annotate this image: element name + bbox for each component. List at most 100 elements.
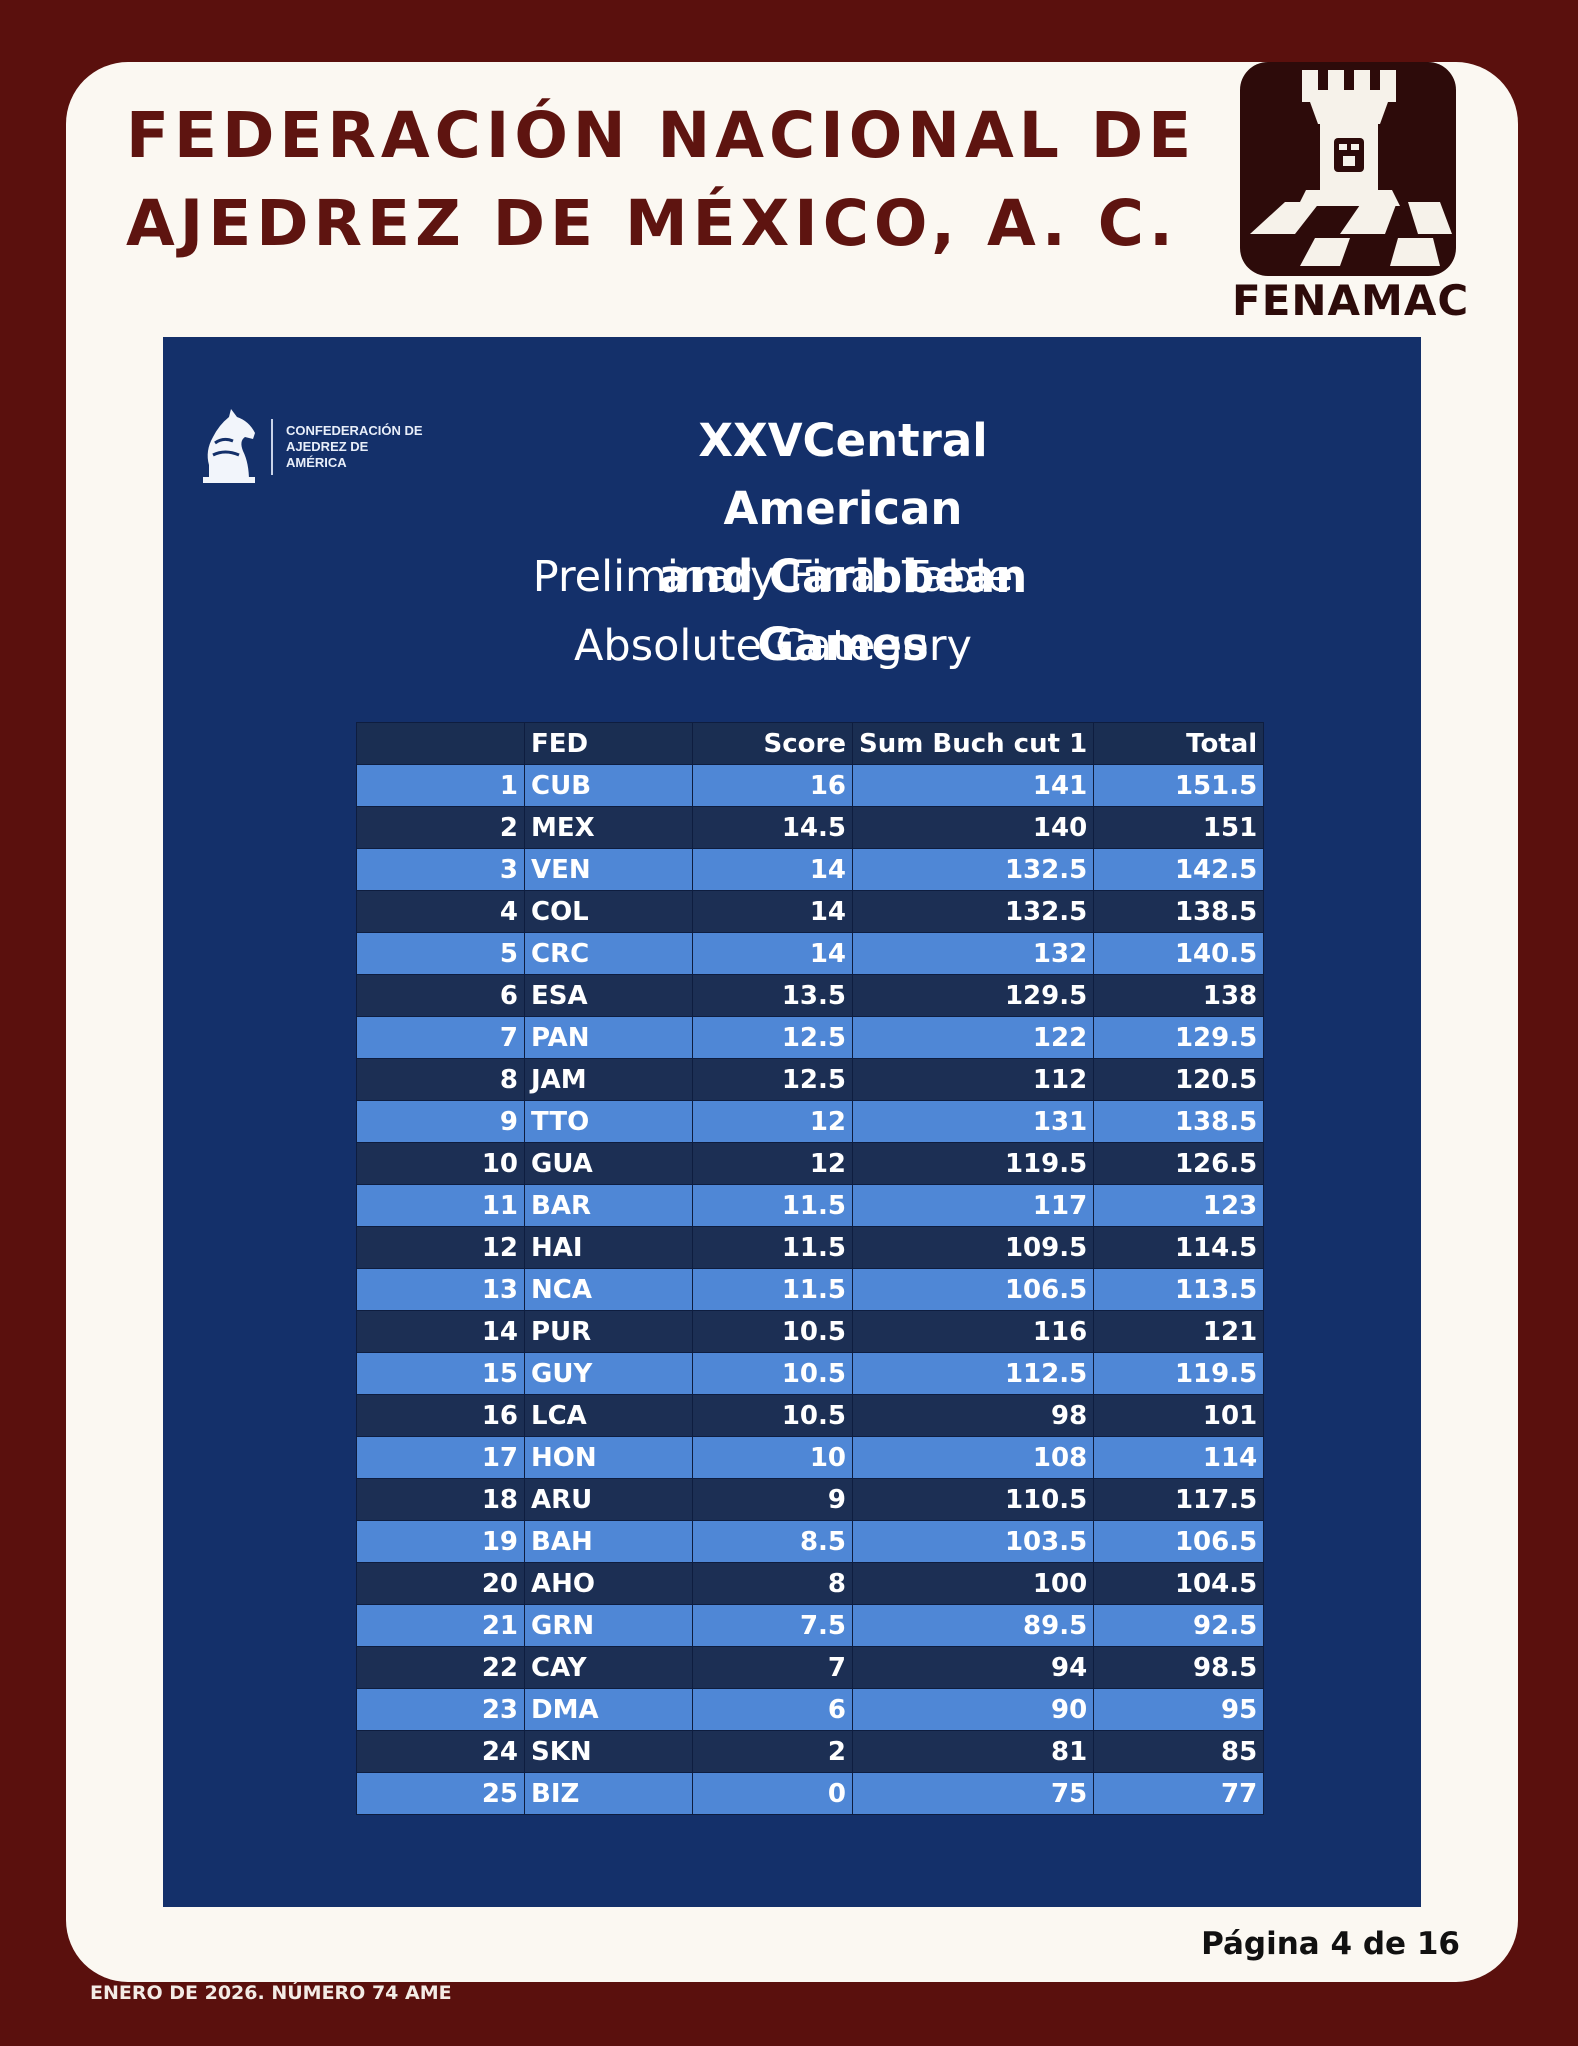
cell-total: 138.5: [1093, 890, 1265, 933]
organization-title-line2: AJEDREZ DE MÉXICO, A. C.: [126, 187, 1178, 260]
cell-fed: TTO: [524, 1100, 693, 1143]
table-row: 9 TTO 12 131 138.5: [356, 1100, 1265, 1143]
cell-rank: 17: [356, 1436, 525, 1479]
table-row: 3 VEN 14 132.5 142.5: [356, 848, 1265, 891]
cell-fed: COL: [524, 890, 693, 933]
cell-buchholz: 75: [851, 1772, 1095, 1815]
issue-footer: ENERO DE 2026. NÚMERO 74 AME: [90, 1982, 452, 2004]
confederation-name: CONFEDERACIÓN DE AJEDREZ DE AMÉRICA: [286, 423, 423, 470]
event-title-line1: XXVCentral American: [698, 414, 988, 535]
cell-buchholz: 132: [851, 932, 1095, 975]
table-row: 21 GRN 7.5 89.5 92.5: [356, 1604, 1265, 1647]
cell-total: 151.5: [1093, 764, 1265, 807]
cell-score: 2: [692, 1730, 853, 1773]
table-row: 17 HON 10 108 114: [356, 1436, 1265, 1479]
cell-fed: HON: [524, 1436, 693, 1479]
cell-fed: AHO: [524, 1562, 693, 1605]
cell-total: 114.5: [1093, 1226, 1265, 1269]
cell-buchholz: 129.5: [851, 974, 1095, 1017]
cell-score: 14: [692, 932, 853, 975]
header-buchholz: Sum Buch cut 1: [851, 722, 1095, 765]
cell-score: 13.5: [692, 974, 853, 1017]
page-number: Página 4 de 16: [1201, 1926, 1460, 1962]
cell-rank: 5: [356, 932, 525, 975]
cell-buchholz: 100: [851, 1562, 1095, 1605]
cell-buchholz: 81: [851, 1730, 1095, 1773]
event-title: XXVCentral American and Caribbean Games: [583, 407, 1103, 679]
cell-total: 101: [1093, 1394, 1265, 1437]
cell-total: 138: [1093, 974, 1265, 1017]
cell-fed: GUY: [524, 1352, 693, 1395]
cell-total: 95: [1093, 1688, 1265, 1731]
cell-score: 7.5: [692, 1604, 853, 1647]
cell-rank: 4: [356, 890, 525, 933]
table-row: 24 SKN 2 81 85: [356, 1730, 1265, 1773]
organization-title-line1: FEDERACIÓN NACIONAL DE: [126, 99, 1197, 172]
cell-rank: 24: [356, 1730, 525, 1773]
cell-rank: 25: [356, 1772, 525, 1815]
table-row: 2 MEX 14.5 140 151: [356, 806, 1265, 849]
cell-score: 16: [692, 764, 853, 807]
table-row: 6 ESA 13.5 129.5 138: [356, 974, 1265, 1017]
cell-fed: VEN: [524, 848, 693, 891]
cell-score: 14: [692, 848, 853, 891]
table-row: 8 JAM 12.5 112 120.5: [356, 1058, 1265, 1101]
cell-total: 117.5: [1093, 1478, 1265, 1521]
table-row: 18 ARU 9 110.5 117.5: [356, 1478, 1265, 1521]
cell-fed: ARU: [524, 1478, 693, 1521]
table-row: 15 GUY 10.5 112.5 119.5: [356, 1352, 1265, 1395]
cell-buchholz: 112.5: [851, 1352, 1095, 1395]
table-row: 14 PUR 10.5 116 121: [356, 1310, 1265, 1353]
cell-score: 10: [692, 1436, 853, 1479]
cell-rank: 19: [356, 1520, 525, 1563]
cell-fed: GRN: [524, 1604, 693, 1647]
cell-total: 106.5: [1093, 1520, 1265, 1563]
cell-rank: 9: [356, 1100, 525, 1143]
cell-buchholz: 132.5: [851, 848, 1095, 891]
event-subtitle-line1: Preliminary Final Table: [532, 552, 1014, 602]
cell-total: 113.5: [1093, 1268, 1265, 1311]
cell-total: 151: [1093, 806, 1265, 849]
confederation-divider: [271, 419, 273, 475]
cell-score: 12.5: [692, 1016, 853, 1059]
table-row: 16 LCA 10.5 98 101: [356, 1394, 1265, 1437]
cell-rank: 8: [356, 1058, 525, 1101]
cell-total: 119.5: [1093, 1352, 1265, 1395]
cell-total: 129.5: [1093, 1016, 1265, 1059]
cell-total: 142.5: [1093, 848, 1265, 891]
cell-fed: SKN: [524, 1730, 693, 1773]
standings-body: 1 CUB 16 141 151.5 2 MEX 14.5 140 151 3 VEN 14 132.5 1…: [356, 764, 1265, 1815]
cell-buchholz: 108: [851, 1436, 1095, 1479]
cell-total: 92.5: [1093, 1604, 1265, 1647]
table-row: 13 NCA 11.5 106.5 113.5: [356, 1268, 1265, 1311]
table-row: 10 GUA 12 119.5 126.5: [356, 1142, 1265, 1185]
header-rank: [356, 722, 525, 765]
cell-buchholz: 122: [851, 1016, 1095, 1059]
cell-fed: CAY: [524, 1646, 693, 1689]
cell-rank: 22: [356, 1646, 525, 1689]
cell-total: 123: [1093, 1184, 1265, 1227]
cell-fed: CUB: [524, 764, 693, 807]
cell-fed: JAM: [524, 1058, 693, 1101]
results-panel: CONFEDERACIÓN DE AJEDREZ DE AMÉRICA XXVC…: [163, 337, 1421, 1907]
cell-fed: PAN: [524, 1016, 693, 1059]
cell-score: 11.5: [692, 1184, 853, 1227]
cell-rank: 3: [356, 848, 525, 891]
table-row: 1 CUB 16 141 151.5: [356, 764, 1265, 807]
cell-total: 104.5: [1093, 1562, 1265, 1605]
header-total: Total: [1093, 722, 1265, 765]
cell-rank: 6: [356, 974, 525, 1017]
cell-rank: 16: [356, 1394, 525, 1437]
cell-buchholz: 103.5: [851, 1520, 1095, 1563]
cell-rank: 18: [356, 1478, 525, 1521]
cell-total: 77: [1093, 1772, 1265, 1815]
cell-score: 10.5: [692, 1394, 853, 1437]
event-subtitle: Preliminary Final Table Absolute Categor…: [523, 543, 1023, 681]
cell-total: 126.5: [1093, 1142, 1265, 1185]
cell-score: 8: [692, 1562, 853, 1605]
cell-fed: BAR: [524, 1184, 693, 1227]
cell-rank: 10: [356, 1142, 525, 1185]
table-row: 5 CRC 14 132 140.5: [356, 932, 1265, 975]
table-row: 11 BAR 11.5 117 123: [356, 1184, 1265, 1227]
cell-fed: HAI: [524, 1226, 693, 1269]
